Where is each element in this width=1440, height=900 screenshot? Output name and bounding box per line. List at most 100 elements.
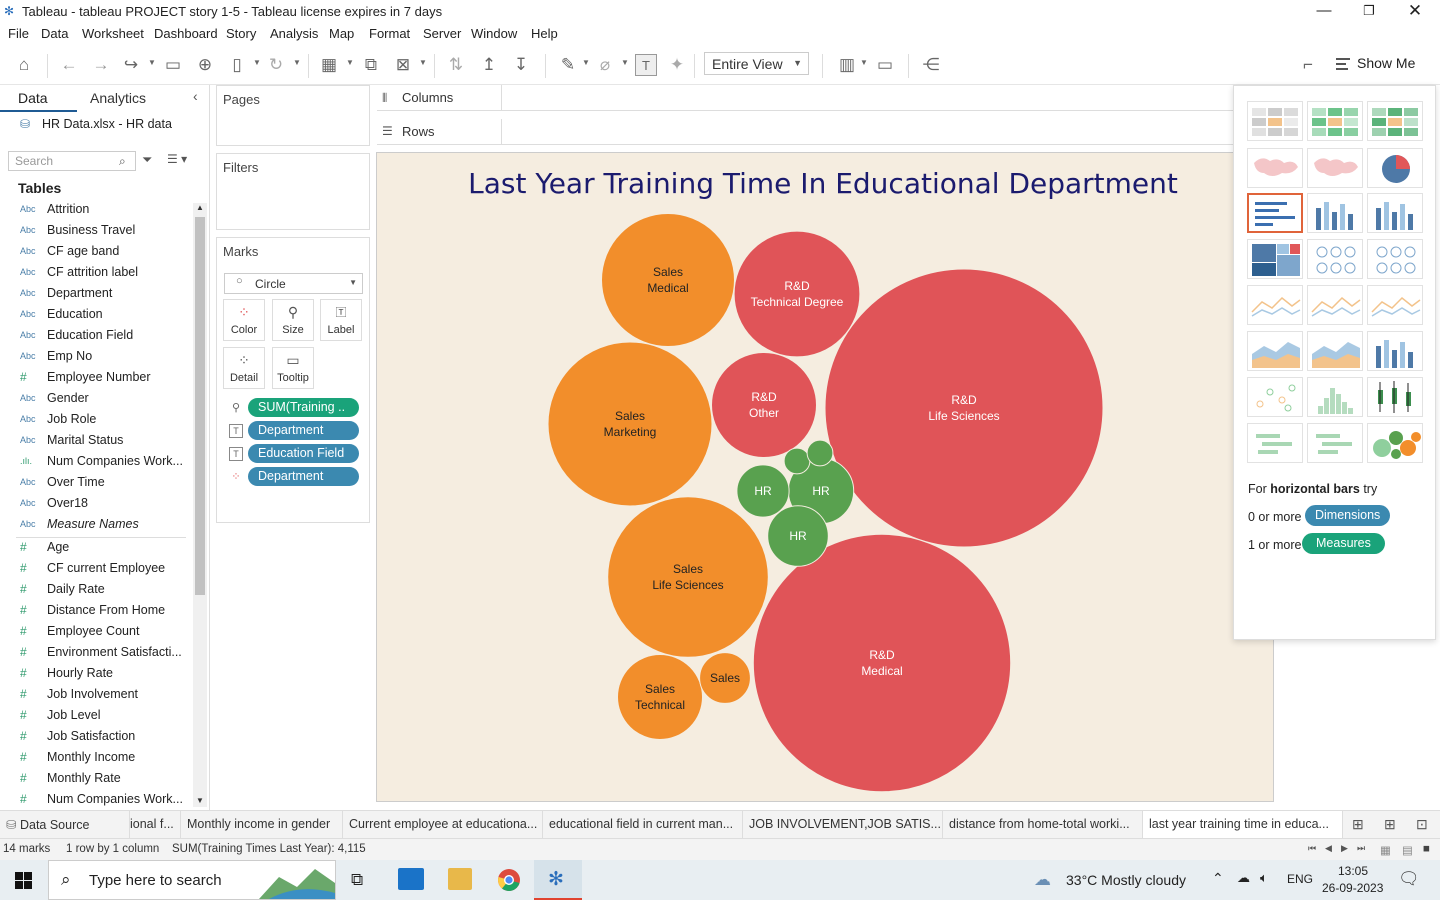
filmstrip-icon[interactable]: ▤ (1402, 845, 1413, 857)
chart-thumb-lines-discrete-icon[interactable] (1307, 285, 1363, 325)
filters-shelf[interactable]: Filters (216, 153, 370, 230)
columns-shelf[interactable]: ⦀ Columns (377, 85, 1235, 111)
chart-thumb-highlight-table-icon[interactable] (1367, 101, 1423, 141)
sheet-tab-active[interactable]: last year training time in educa... (1143, 811, 1343, 839)
menu-server[interactable]: Server (423, 26, 462, 41)
new-datasource-icon[interactable]: ⊕ (197, 55, 213, 74)
highlight-icon[interactable]: ✎ (560, 55, 576, 74)
field-item[interactable]: Abc Department (20, 285, 190, 306)
undo-icon[interactable]: ← (60, 55, 78, 74)
field-item[interactable]: # Job Involvement (20, 686, 190, 707)
field-item[interactable]: # Distance From Home (20, 602, 190, 623)
size-button[interactable]: ⚲ Size (272, 299, 314, 341)
field-item[interactable]: Abc Over18 (20, 495, 190, 516)
chart-thumb-packed-bubbles-icon[interactable] (1367, 423, 1423, 463)
swap-icon[interactable]: ⇅ (448, 55, 464, 74)
sheet-tab[interactable]: distance from home-total worki... (943, 811, 1143, 839)
tabs-view-icon[interactable]: ■ (1423, 843, 1430, 855)
chart-thumb-circle-views-icon[interactable] (1307, 239, 1363, 279)
chart-thumb-treemap-icon[interactable] (1247, 239, 1303, 279)
bubble-mark[interactable] (607, 496, 769, 658)
field-item[interactable]: # Hourly Rate (20, 665, 190, 686)
file-explorer-icon[interactable] (448, 868, 472, 890)
sheet-tab[interactable]: educational field in current man... (543, 811, 743, 839)
field-item[interactable]: Abc CF attrition label (20, 264, 190, 285)
rows-shelf[interactable]: ☰ Rows (377, 119, 1235, 145)
tableau-taskbar-button[interactable]: ✻ (534, 860, 582, 900)
field-item[interactable]: Abc Attrition (20, 201, 190, 222)
share-icon[interactable]: ⋲ (922, 55, 940, 74)
field-item[interactable]: # Employee Number (20, 369, 190, 390)
field-item[interactable]: Abc Emp No (20, 348, 190, 369)
first-page-icon[interactable]: ⏮ (1308, 843, 1317, 853)
bubble-mark[interactable] (547, 341, 713, 507)
fix-axes-icon[interactable]: ✦ (669, 55, 685, 74)
chart-thumb-heat-map-icon[interactable] (1307, 101, 1363, 141)
field-item[interactable]: # Monthly Rate (20, 770, 190, 791)
sheet-tab[interactable]: JOB INVOLVEMENT,JOB SATIS... (743, 811, 943, 839)
last-page-icon[interactable]: ⏭ (1357, 843, 1366, 853)
datasource-name[interactable]: HR Data.xlsx - HR data (42, 117, 172, 131)
sort-ascending-icon[interactable]: ↥ (481, 55, 497, 74)
field-item[interactable]: # Age (20, 539, 190, 560)
bubble-mark[interactable] (617, 654, 703, 740)
field-item[interactable]: # Job Satisfaction (20, 728, 190, 749)
field-item[interactable]: .ılı. Num Companies Work... (20, 453, 190, 474)
menu-analysis[interactable]: Analysis (270, 26, 319, 41)
minimize-button[interactable]: — (1316, 2, 1332, 19)
chart-thumb-dual-lines-icon[interactable] (1367, 285, 1423, 325)
chart-thumb-side-by-side-bars-icon[interactable] (1367, 193, 1423, 233)
clear-sheet-icon[interactable]: ⊠ (395, 55, 411, 74)
pill-department-color[interactable]: Department (248, 467, 359, 486)
tab-analytics[interactable]: Analytics (90, 90, 147, 106)
field-item[interactable]: Abc Marital Status (20, 432, 190, 453)
bubble-mark[interactable] (699, 652, 751, 704)
replay-icon[interactable]: ↪ (123, 55, 139, 74)
bubble-mark[interactable] (601, 213, 735, 347)
redo-icon[interactable]: → (92, 55, 110, 74)
next-page-icon[interactable]: ▶ (1341, 843, 1348, 853)
sheet-tab[interactable]: Monthly income in gender (181, 811, 343, 839)
field-item[interactable]: Abc Over Time (20, 474, 190, 495)
tooltip-button[interactable]: ▭ Tooltip (272, 347, 314, 389)
field-item[interactable]: # CF current Employee (20, 560, 190, 581)
grid-view-icon[interactable]: ▦ (1380, 845, 1391, 857)
scrollbar[interactable]: ▲ ▼ (193, 203, 207, 807)
home-icon[interactable]: ⌂ (18, 55, 30, 74)
bubble-mark[interactable] (711, 352, 817, 458)
menu-story[interactable]: Story (226, 26, 257, 41)
viz-canvas[interactable]: Last Year Training Time In Educational D… (376, 152, 1274, 802)
chart-thumb-pie-chart-icon[interactable] (1367, 148, 1423, 188)
bubble-mark[interactable] (736, 464, 790, 518)
mark-type-dropdown[interactable]: ○ Circle ▼ (224, 273, 363, 294)
chart-thumb-box-and-whisker-icon[interactable] (1367, 377, 1423, 417)
sheet-tab[interactable]: Current employee at educationa... (343, 811, 543, 839)
chart-thumb-scatter-plot-icon[interactable] (1247, 377, 1303, 417)
maximize-button[interactable]: ❐ (1363, 3, 1375, 18)
field-item[interactable]: # Job Level (20, 707, 190, 728)
pause-updates-icon[interactable]: ▯ (232, 55, 242, 74)
collapse-pane-icon[interactable]: ‹ (193, 88, 198, 104)
field-item[interactable]: # Employee Count (20, 623, 190, 644)
pill-education-field[interactable]: Education Field (248, 444, 359, 463)
save-icon[interactable]: ▭ (164, 55, 182, 74)
new-worksheet-icon[interactable]: ▦ (320, 55, 338, 74)
prev-page-icon[interactable]: ◀ (1325, 843, 1332, 853)
chart-thumb-gantt-icon[interactable] (1247, 423, 1303, 463)
field-item[interactable]: # Environment Satisfacti... (20, 644, 190, 665)
fit-dropdown[interactable]: Entire View ▼ (704, 52, 809, 75)
field-item[interactable]: # Daily Rate (20, 581, 190, 602)
label-button[interactable]: 🅃 Label (320, 299, 362, 341)
detail-button[interactable]: ⁘ Detail (223, 347, 265, 389)
menu-file[interactable]: File (8, 26, 29, 41)
bubble-mark[interactable] (783, 447, 811, 475)
chart-thumb-area-discrete-icon[interactable] (1307, 331, 1363, 371)
chart-thumb-dual-combination-icon[interactable] (1367, 331, 1423, 371)
duplicate-icon[interactable]: ⧉ (364, 55, 378, 74)
search-input[interactable]: Search ⌕ (8, 151, 136, 171)
chart-thumb-side-by-side-circles-icon[interactable] (1367, 239, 1423, 279)
chart-thumb-text-table-icon[interactable] (1247, 101, 1303, 141)
bubble-mark[interactable] (806, 439, 834, 467)
menu-map[interactable]: Map (329, 26, 355, 41)
chart-thumb-filled-map-icon[interactable] (1307, 148, 1363, 188)
